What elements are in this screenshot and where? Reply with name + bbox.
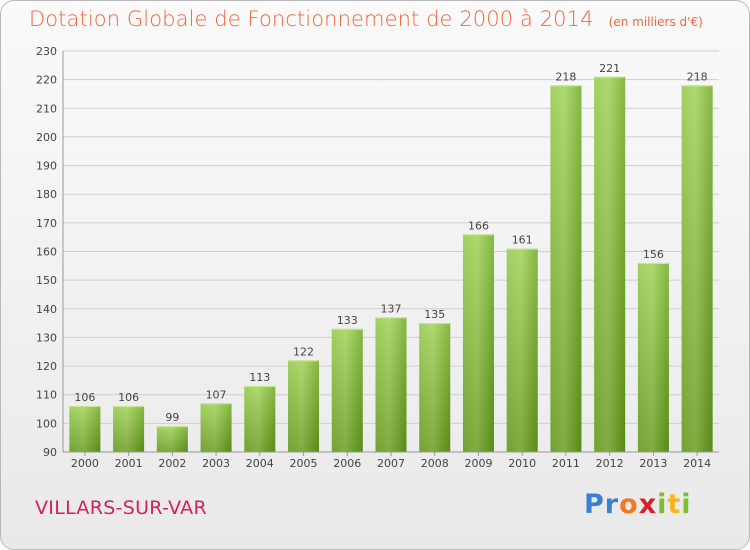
bar-value-label: 99 <box>165 411 179 424</box>
x-tick-label: 2002 <box>158 457 186 470</box>
logo-letter: P <box>584 489 605 520</box>
y-tick-label: 200 <box>36 131 57 144</box>
bar-value-label: 166 <box>468 219 489 232</box>
bar-shade <box>550 85 582 452</box>
logo-letter: i <box>657 489 668 520</box>
y-tick-label: 110 <box>36 389 57 402</box>
bar-shade <box>375 317 407 452</box>
y-tick-label: 210 <box>36 102 57 115</box>
y-tick-label: 180 <box>36 188 57 201</box>
bar-value-label: 221 <box>599 62 620 75</box>
bar-value-label: 156 <box>643 248 664 261</box>
y-tick-label: 130 <box>36 331 57 344</box>
bar-shade <box>594 76 626 453</box>
bar-value-label: 106 <box>74 391 95 404</box>
logo-letter: t <box>667 489 682 520</box>
logo-letter: o <box>619 489 639 520</box>
x-tick-label: 2000 <box>71 457 99 470</box>
bar-shade <box>244 386 276 452</box>
commune-name: VILLARS-SUR-VAR <box>35 497 207 519</box>
bar-value-label: 106 <box>118 391 139 404</box>
bar-value-label: 135 <box>424 308 445 321</box>
bar-shade <box>419 323 451 452</box>
y-tick-label: 140 <box>36 303 57 316</box>
bar-shade <box>681 85 713 452</box>
y-tick-label: 220 <box>36 74 57 87</box>
x-tick-label: 2008 <box>421 457 449 470</box>
x-tick-label: 2011 <box>552 457 580 470</box>
bar-shade <box>156 426 188 452</box>
bar-shade <box>637 262 669 452</box>
x-tick-label: 2010 <box>508 457 536 470</box>
y-tick-label: 120 <box>36 360 57 373</box>
y-tick-label: 100 <box>36 417 57 430</box>
bar-value-label: 218 <box>687 70 708 83</box>
bar-value-label: 218 <box>555 70 576 83</box>
chart-title: Dotation Globale de Fonctionnement de 20… <box>29 7 594 31</box>
x-tick-label: 2013 <box>639 457 667 470</box>
y-tick-label: 150 <box>36 274 57 287</box>
y-tick-label: 160 <box>36 246 57 259</box>
y-tick-label: 230 <box>36 45 57 58</box>
x-tick-label: 2009 <box>464 457 492 470</box>
bar-shade <box>462 234 494 452</box>
chart-title-block: Dotation Globale de Fonctionnement de 20… <box>29 7 703 31</box>
x-tick-label: 2003 <box>202 457 230 470</box>
bar-shade <box>506 248 538 452</box>
y-tick-label: 170 <box>36 217 57 230</box>
x-tick-label: 2012 <box>596 457 624 470</box>
x-tick-label: 2006 <box>333 457 361 470</box>
unit-note: (en milliers d'€) <box>608 15 703 29</box>
logo-letter: r <box>604 489 620 520</box>
logo-letter: i <box>681 489 692 520</box>
x-tick-label: 2014 <box>683 457 711 470</box>
proxiti-logo: Proxiti <box>584 489 692 520</box>
bar-shade <box>288 360 320 452</box>
bar-value-label: 137 <box>381 302 402 315</box>
bar-shade <box>69 406 101 452</box>
x-tick-label: 2007 <box>377 457 405 470</box>
x-tick-label: 2005 <box>290 457 318 470</box>
bar-shade <box>113 406 145 452</box>
y-tick-label: 90 <box>43 446 57 459</box>
x-tick-label: 2001 <box>115 457 143 470</box>
bar-value-label: 133 <box>337 314 358 327</box>
y-tick-label: 190 <box>36 160 57 173</box>
bar-value-label: 122 <box>293 345 314 358</box>
logo-letter: x <box>638 489 658 520</box>
bar-value-label: 161 <box>512 234 533 247</box>
bar-shade <box>331 328 363 452</box>
bar-value-label: 107 <box>206 388 227 401</box>
bar-shade <box>200 403 232 452</box>
bar-value-label: 113 <box>249 371 270 384</box>
x-tick-label: 2004 <box>246 457 274 470</box>
